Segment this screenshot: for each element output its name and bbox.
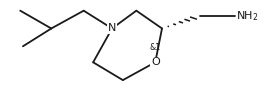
Text: O: O [151,57,160,67]
Text: NH$_2$: NH$_2$ [236,9,259,23]
Text: &1: &1 [150,43,161,52]
Text: N: N [108,23,116,33]
